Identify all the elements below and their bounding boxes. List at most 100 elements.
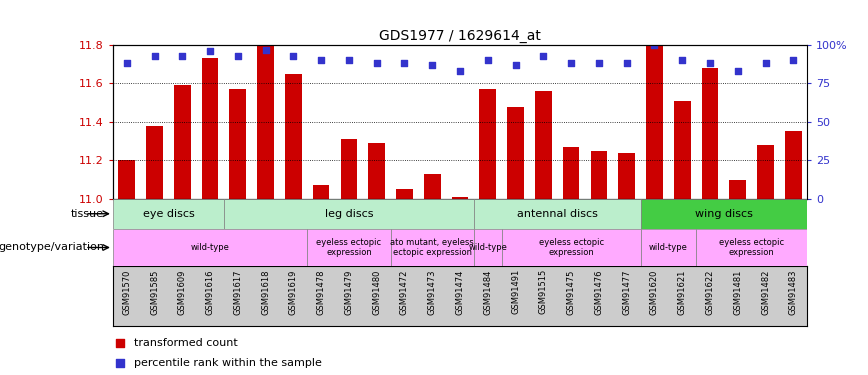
Point	[509, 62, 523, 68]
Point	[370, 60, 384, 66]
Point	[592, 60, 606, 66]
Text: GSM91618: GSM91618	[261, 269, 270, 315]
Text: GSM91619: GSM91619	[289, 269, 298, 315]
Point	[759, 60, 773, 66]
Point	[516, 237, 530, 243]
Text: GSM91585: GSM91585	[150, 269, 159, 315]
Point	[481, 57, 495, 63]
Text: GSM91483: GSM91483	[789, 269, 798, 315]
Text: transformed count: transformed count	[134, 338, 238, 348]
Bar	[113, 199, 224, 229]
Point	[148, 53, 161, 59]
Text: GSM91473: GSM91473	[428, 269, 437, 315]
Bar	[696, 229, 807, 266]
Point	[516, 60, 530, 66]
Text: GSM91491: GSM91491	[511, 269, 520, 315]
Bar	[224, 199, 474, 229]
Bar	[562, 147, 580, 199]
Text: tissue: tissue	[71, 209, 104, 219]
Bar	[146, 126, 163, 199]
Point	[453, 68, 467, 74]
Text: GSM91481: GSM91481	[733, 269, 742, 315]
Text: GSM91478: GSM91478	[317, 269, 326, 315]
Text: GSM91484: GSM91484	[483, 269, 492, 315]
Bar	[729, 180, 746, 199]
Bar	[307, 229, 391, 266]
Text: GSM91622: GSM91622	[706, 269, 714, 315]
Bar	[113, 229, 307, 266]
Text: GSM91620: GSM91620	[650, 269, 659, 315]
Point	[425, 62, 439, 68]
Point	[286, 53, 300, 59]
Bar	[424, 174, 441, 199]
Bar	[646, 45, 663, 199]
Text: wing discs: wing discs	[695, 209, 753, 219]
Text: GSM91472: GSM91472	[400, 269, 409, 315]
Bar	[451, 197, 469, 199]
Title: GDS1977 / 1629614_at: GDS1977 / 1629614_at	[379, 28, 541, 43]
Text: eyeless ectopic
expression: eyeless ectopic expression	[538, 238, 604, 257]
Text: wild-type: wild-type	[649, 243, 687, 252]
Text: eyeless ectopic
expression: eyeless ectopic expression	[316, 238, 382, 257]
Bar	[118, 160, 135, 199]
Point	[703, 60, 717, 66]
Point	[259, 46, 273, 53]
Bar	[701, 68, 719, 199]
Text: percentile rank within the sample: percentile rank within the sample	[134, 358, 321, 368]
Bar	[785, 132, 802, 199]
Text: GSM91482: GSM91482	[761, 269, 770, 315]
Bar	[535, 91, 552, 199]
Bar	[391, 229, 474, 266]
Bar	[312, 185, 330, 199]
Bar	[641, 199, 807, 229]
Text: GSM91515: GSM91515	[539, 269, 548, 315]
Point	[731, 68, 745, 74]
Bar	[590, 151, 608, 199]
Bar	[174, 86, 191, 199]
Bar	[257, 45, 274, 199]
Point	[648, 42, 661, 48]
Point	[120, 60, 134, 66]
Text: wild-type: wild-type	[191, 243, 229, 252]
Text: GSM91480: GSM91480	[372, 269, 381, 315]
Point	[175, 53, 189, 59]
Bar	[502, 229, 641, 266]
Bar	[474, 199, 641, 229]
Bar	[368, 143, 385, 199]
Point	[564, 60, 578, 66]
Bar	[674, 101, 691, 199]
Text: GSM91474: GSM91474	[456, 269, 464, 315]
Text: eye discs: eye discs	[142, 209, 194, 219]
Bar	[201, 58, 219, 199]
Text: GSM91479: GSM91479	[345, 269, 353, 315]
Bar	[641, 229, 696, 266]
Text: GSM91570: GSM91570	[122, 269, 131, 315]
Text: GSM91477: GSM91477	[622, 269, 631, 315]
Bar	[757, 145, 774, 199]
Bar	[618, 153, 635, 199]
Text: wild-type: wild-type	[469, 243, 507, 252]
Point	[620, 60, 634, 66]
Text: GSM91617: GSM91617	[233, 269, 242, 315]
Text: GSM91621: GSM91621	[678, 269, 687, 315]
Text: GSM91609: GSM91609	[178, 269, 187, 315]
Point	[398, 60, 411, 66]
Text: genotype/variation: genotype/variation	[0, 243, 104, 252]
Text: leg discs: leg discs	[325, 209, 373, 219]
Point	[231, 53, 245, 59]
Bar	[474, 229, 502, 266]
Text: ato mutant, eyeless
ectopic expression: ato mutant, eyeless ectopic expression	[391, 238, 474, 257]
Bar	[479, 89, 496, 199]
Bar	[340, 139, 358, 199]
Text: GSM91616: GSM91616	[206, 269, 214, 315]
Point	[675, 57, 689, 63]
Bar	[229, 89, 247, 199]
Text: GSM91476: GSM91476	[595, 269, 603, 315]
Point	[314, 57, 328, 63]
Bar	[507, 106, 524, 199]
Text: GSM91475: GSM91475	[567, 269, 575, 315]
Bar	[285, 74, 302, 199]
Point	[203, 48, 217, 54]
Bar	[396, 189, 413, 199]
Point	[786, 57, 800, 63]
